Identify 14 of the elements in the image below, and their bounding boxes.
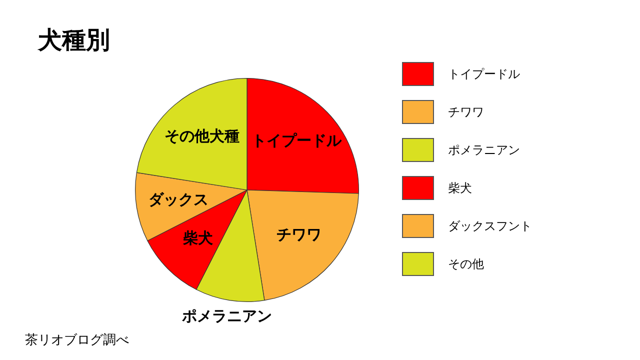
text: 茶リオブログ調べ (25, 332, 129, 349)
legend-label: 柴犬 (448, 180, 472, 196)
legend-label: ポメラニアン (448, 142, 520, 158)
data-label: ポメラニアン (180, 306, 272, 325)
legend-label: トイプードル (448, 66, 520, 82)
legend-label: チワワ (448, 104, 484, 120)
legend-label: その他 (448, 256, 484, 272)
data-label: チワワ (276, 226, 322, 244)
data-label: ダックス (148, 190, 209, 209)
data-label: その他犬種 (164, 127, 240, 146)
data-label: トイプードル (252, 132, 343, 150)
data-label: 柴犬 (182, 228, 214, 247)
chart-title: 犬種別 (38, 25, 110, 56)
legend-label: ダックスフント (448, 218, 532, 234)
